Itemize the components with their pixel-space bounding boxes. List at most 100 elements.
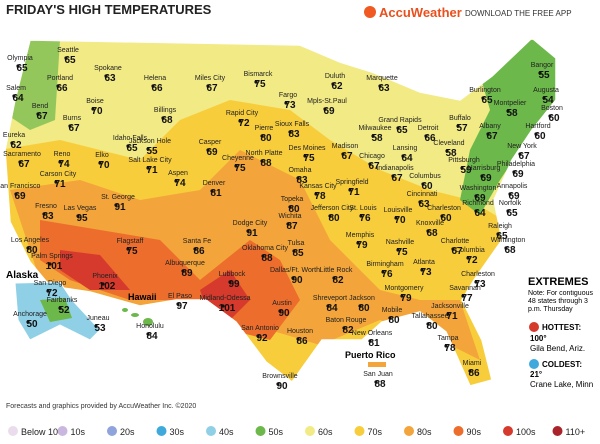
city-dot bbox=[401, 154, 405, 158]
city-temp: 79 bbox=[356, 240, 368, 251]
city-name: Philadelphia bbox=[497, 161, 535, 168]
city-temp: 69 bbox=[14, 191, 26, 202]
city-temp: 55 bbox=[538, 70, 550, 81]
city-temp: 58 bbox=[445, 148, 457, 159]
city-dot bbox=[474, 209, 478, 213]
city-dot bbox=[359, 214, 363, 218]
city-temp: 85 bbox=[292, 248, 304, 259]
city-dot bbox=[348, 188, 352, 192]
city-temp: 75 bbox=[234, 163, 246, 174]
coldest-place: Crane Lake, Minn bbox=[530, 380, 593, 389]
city-dot bbox=[548, 114, 552, 118]
city-temp: 71 bbox=[54, 179, 66, 190]
city-temp: 68 bbox=[504, 245, 516, 256]
legend-swatch bbox=[503, 426, 513, 436]
city-temp: 52 bbox=[58, 305, 70, 316]
city-dot bbox=[481, 96, 485, 100]
city-temp: 63 bbox=[378, 83, 390, 94]
city-temp: 53 bbox=[94, 323, 106, 334]
city-dot bbox=[358, 304, 362, 308]
city-name: Seattle bbox=[57, 47, 79, 54]
brand: AccuWeather bbox=[379, 5, 462, 20]
city-name: Spokane bbox=[94, 65, 122, 72]
city-temp: 88 bbox=[374, 379, 386, 390]
city-dot bbox=[486, 132, 490, 136]
city-temp: 65 bbox=[64, 55, 76, 66]
legend-label: 50s bbox=[269, 427, 284, 437]
city-dot bbox=[114, 203, 118, 207]
city-dot bbox=[14, 192, 18, 196]
city-temp: 86 bbox=[296, 336, 308, 347]
city-dot bbox=[391, 174, 395, 178]
city-name: San Antonio bbox=[241, 325, 279, 332]
city-temp: 88 bbox=[261, 253, 273, 264]
city-temp: 72 bbox=[46, 288, 58, 299]
city-dot bbox=[94, 324, 98, 328]
app-promo[interactable]: DOWNLOAD THE FREE APP bbox=[465, 9, 572, 18]
city-name: Kansas City bbox=[299, 183, 337, 190]
city-temp: 60 bbox=[548, 113, 560, 124]
region-label: Alaska bbox=[6, 270, 39, 281]
city-name: Duluth bbox=[325, 73, 345, 80]
city-temp: 66 bbox=[151, 83, 163, 94]
city-name: Columbia bbox=[455, 247, 485, 254]
city-dot bbox=[534, 132, 538, 136]
city-name: Wichita bbox=[279, 213, 302, 220]
city-temp: 97 bbox=[176, 301, 188, 312]
city-dot bbox=[151, 84, 155, 88]
city-name: Bangor bbox=[531, 62, 554, 69]
city-temp: 80 bbox=[328, 213, 340, 224]
city-temp: 66 bbox=[424, 133, 436, 144]
city-temp: 90 bbox=[276, 381, 288, 392]
city-temp: 91 bbox=[246, 228, 258, 239]
city-name: Charlotte bbox=[441, 238, 470, 245]
city-name: Honolulu bbox=[136, 323, 164, 330]
city-temp: 71 bbox=[446, 311, 458, 322]
city-dot bbox=[42, 212, 46, 216]
city-temp: 99 bbox=[228, 279, 240, 290]
city-dot bbox=[46, 289, 50, 293]
city-name: Norfolk bbox=[499, 200, 522, 207]
city-temp: 65 bbox=[16, 63, 28, 74]
city-temp: 68 bbox=[426, 228, 438, 239]
city-temp: 91 bbox=[114, 202, 126, 213]
city-temp: 67 bbox=[341, 151, 353, 162]
city-name: El Paso bbox=[168, 293, 192, 300]
city-temp: 80 bbox=[358, 303, 370, 314]
city-name: Jacksonville bbox=[431, 303, 469, 310]
city-name: Washington bbox=[460, 185, 497, 192]
city-dot bbox=[98, 161, 102, 165]
city-temp: 50 bbox=[26, 319, 38, 330]
city-name: Boston bbox=[541, 105, 563, 112]
city-temp: 87 bbox=[286, 221, 298, 232]
city-name: Portland bbox=[47, 75, 73, 82]
city-temp: 75 bbox=[396, 247, 408, 258]
legend-swatch bbox=[354, 426, 365, 436]
city-name: Columbus bbox=[409, 173, 441, 180]
legend-label: 10s bbox=[71, 427, 86, 437]
city-temp: 55 bbox=[146, 146, 158, 157]
city-name: Burlington bbox=[469, 87, 501, 94]
legend-label: 110+ bbox=[566, 427, 586, 437]
city-dot bbox=[284, 101, 288, 105]
city-name: Jefferson City bbox=[311, 205, 354, 212]
city-temp: 67 bbox=[451, 246, 463, 257]
legend-swatch bbox=[255, 426, 266, 436]
city-dot bbox=[56, 84, 60, 88]
city-name: Savannah bbox=[449, 285, 481, 292]
legend-label: Below 10 bbox=[21, 427, 58, 437]
city-name: Mpls-St.Paul bbox=[307, 98, 347, 105]
city-dot bbox=[460, 166, 464, 170]
city-name: Burns bbox=[63, 115, 82, 122]
city-temp: 62 bbox=[10, 140, 22, 151]
city-name: Albuquerque bbox=[165, 260, 205, 267]
city-name: San Francisco bbox=[0, 183, 40, 190]
city-name: Shreveport bbox=[313, 295, 347, 302]
city-name: Los Angeles bbox=[11, 237, 50, 244]
city-name: Cheyenne bbox=[222, 155, 254, 162]
city-dot bbox=[68, 124, 72, 128]
city-name: Midland-Odessa bbox=[200, 295, 251, 302]
city-dot bbox=[260, 159, 264, 163]
city-temp: 68 bbox=[161, 115, 173, 126]
city-temp: 78 bbox=[444, 343, 456, 354]
